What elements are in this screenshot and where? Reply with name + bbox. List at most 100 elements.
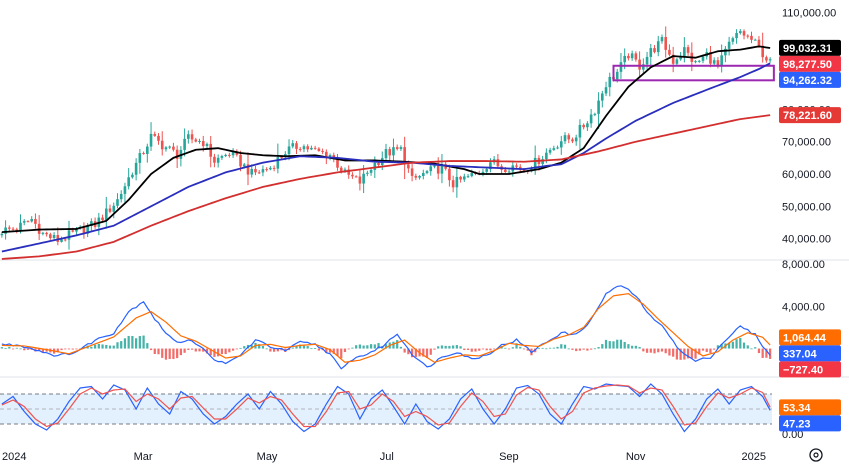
candle[interactable]: [724, 46, 727, 63]
candle[interactable]: [548, 147, 552, 155]
candle[interactable]: [123, 182, 127, 203]
candle[interactable]: [194, 137, 198, 143]
candle[interactable]: [518, 164, 522, 172]
candle[interactable]: [246, 152, 250, 186]
candle[interactable]: [571, 137, 574, 144]
candle[interactable]: [559, 135, 563, 155]
candle[interactable]: [142, 151, 145, 155]
price-panel[interactable]: [0, 26, 775, 260]
candle[interactable]: [30, 216, 34, 223]
candle[interactable]: [384, 143, 388, 162]
candle[interactable]: [119, 190, 123, 203]
moving-average-line[interactable]: [1, 45, 771, 234]
candle[interactable]: [269, 166, 272, 171]
x-axis[interactable]: 2024 Mar May Jul Sep Nov 2025: [2, 451, 766, 463]
candle[interactable]: [302, 144, 306, 153]
candle[interactable]: [388, 146, 392, 162]
candle[interactable]: [481, 168, 485, 177]
candle[interactable]: [52, 232, 56, 241]
candle[interactable]: [664, 26, 668, 58]
candle[interactable]: [276, 143, 280, 174]
candle[interactable]: [187, 130, 190, 144]
candle[interactable]: [220, 154, 224, 160]
candle[interactable]: [429, 164, 433, 176]
candle[interactable]: [366, 170, 369, 177]
candle[interactable]: [8, 225, 11, 232]
support-zone-box[interactable]: [612, 64, 775, 82]
candle[interactable]: [392, 138, 395, 161]
candle[interactable]: [563, 132, 567, 145]
candle[interactable]: [410, 163, 414, 182]
candle[interactable]: [261, 165, 265, 177]
macd-line[interactable]: [1, 285, 771, 370]
candle[interactable]: [164, 146, 168, 152]
candle[interactable]: [347, 165, 351, 179]
candle[interactable]: [601, 90, 604, 108]
candle[interactable]: [720, 44, 723, 73]
candle[interactable]: [354, 175, 358, 178]
candle[interactable]: [634, 51, 638, 62]
candle[interactable]: [146, 143, 149, 163]
candle[interactable]: [22, 219, 26, 226]
macd-panel[interactable]: [0, 285, 772, 370]
candle[interactable]: [45, 231, 48, 237]
candle[interactable]: [638, 51, 641, 77]
candle[interactable]: [298, 146, 302, 152]
candle[interactable]: [645, 51, 649, 72]
candle[interactable]: [291, 140, 295, 149]
candle[interactable]: [463, 173, 466, 182]
candle[interactable]: [317, 147, 321, 152]
candle[interactable]: [653, 45, 656, 54]
candle[interactable]: [351, 172, 354, 179]
candle[interactable]: [310, 145, 313, 151]
stochastic-panel[interactable]: [0, 383, 772, 433]
candle[interactable]: [358, 169, 362, 191]
candle[interactable]: [56, 227, 60, 246]
candle[interactable]: [716, 57, 720, 69]
candle[interactable]: [131, 172, 134, 179]
candle[interactable]: [593, 112, 597, 117]
candle[interactable]: [34, 213, 37, 229]
candle[interactable]: [257, 169, 261, 174]
candle[interactable]: [414, 173, 418, 181]
candle[interactable]: [160, 131, 164, 156]
candle[interactable]: [26, 220, 30, 223]
candle[interactable]: [272, 165, 276, 172]
candle[interactable]: [149, 122, 153, 151]
candle[interactable]: [49, 232, 52, 240]
candle[interactable]: [697, 59, 701, 63]
candle[interactable]: [168, 145, 171, 149]
candle[interactable]: [336, 153, 339, 171]
candle[interactable]: [421, 169, 425, 180]
candle[interactable]: [198, 138, 201, 144]
candle[interactable]: [82, 222, 86, 239]
candle[interactable]: [4, 220, 7, 240]
candle[interactable]: [216, 154, 220, 168]
candle[interactable]: [567, 133, 571, 144]
candle[interactable]: [750, 31, 753, 44]
candle[interactable]: [686, 44, 690, 56]
moving-average-line[interactable]: [1, 62, 771, 253]
candle[interactable]: [287, 139, 291, 161]
candle[interactable]: [41, 231, 45, 236]
candle[interactable]: [656, 35, 660, 57]
candle[interactable]: [213, 153, 216, 168]
candle[interactable]: [455, 167, 459, 198]
candle[interactable]: [727, 36, 731, 56]
candle[interactable]: [104, 196, 108, 229]
candle[interactable]: [60, 236, 63, 243]
candle[interactable]: [231, 148, 235, 158]
candle[interactable]: [295, 141, 298, 155]
settings-gear-icon[interactable]: [809, 448, 823, 462]
candle[interactable]: [765, 55, 768, 63]
candle[interactable]: [11, 226, 15, 231]
candle[interactable]: [627, 53, 630, 61]
candle[interactable]: [694, 60, 697, 64]
stoch-d-line[interactable]: [1, 384, 771, 428]
candle[interactable]: [395, 144, 399, 151]
candle[interactable]: [578, 119, 582, 150]
candle[interactable]: [671, 46, 675, 73]
candle[interactable]: [604, 81, 608, 97]
candle[interactable]: [399, 145, 403, 151]
candle[interactable]: [108, 204, 112, 214]
